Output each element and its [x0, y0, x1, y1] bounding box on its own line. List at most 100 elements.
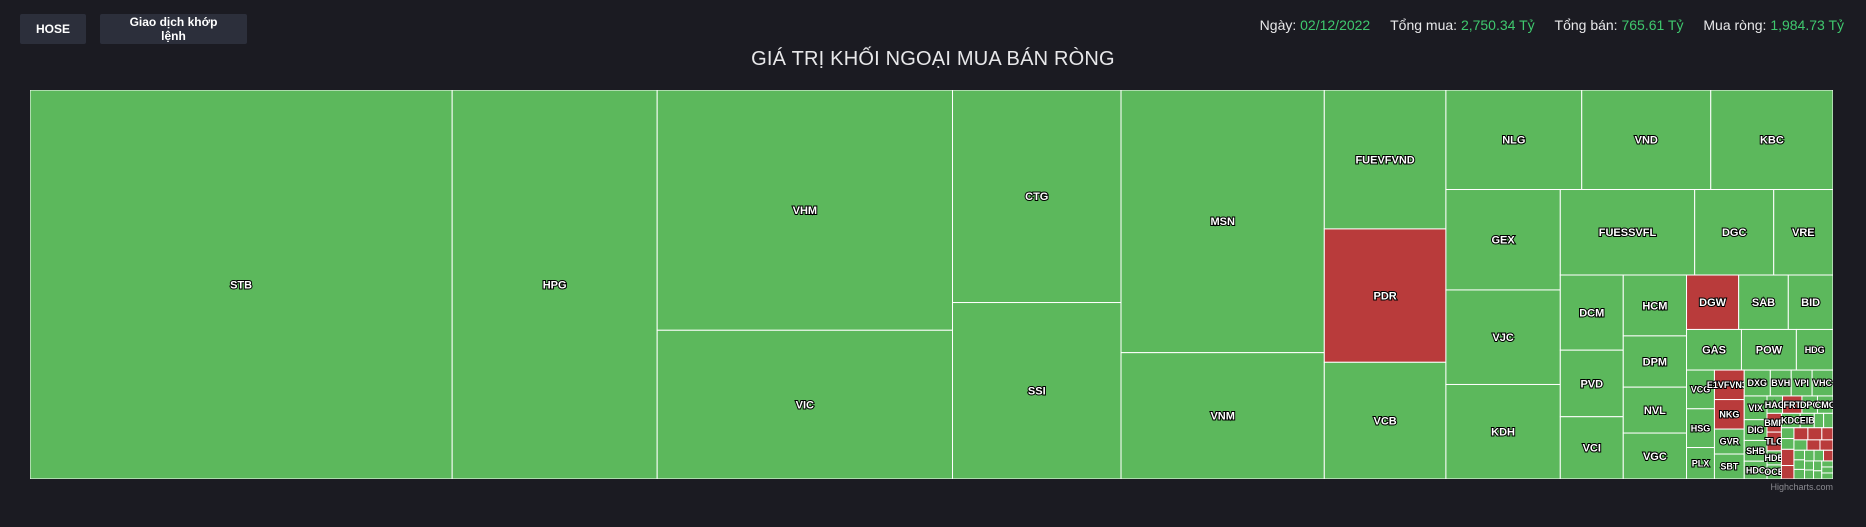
treemap-cell-dpg[interactable]: DPG [1799, 395, 1820, 414]
treemap-cell-c…[interactable] [1821, 472, 1833, 479]
treemap-cell-vhc[interactable]: VHC [1811, 369, 1833, 397]
treemap-rect[interactable] [656, 329, 954, 479]
treemap-rect[interactable] [1793, 439, 1808, 451]
treemap-cell-m…[interactable] [1813, 470, 1823, 479]
treemap-rect[interactable] [1323, 90, 1447, 230]
treemap-rect[interactable] [1773, 189, 1833, 276]
treemap-cell-vjc[interactable]: VJC [1445, 289, 1561, 385]
treemap-cell-idi[interactable] [1780, 448, 1795, 467]
treemap-cell-lcg[interactable] [1813, 460, 1823, 472]
treemap-cell-bid[interactable]: BID [1787, 274, 1833, 330]
treemap-cell-fuevfvnd[interactable]: FUEVFVND [1323, 90, 1447, 230]
treemap-rect[interactable] [1806, 439, 1821, 451]
treemap-cell-hsg[interactable]: HSG [1686, 408, 1715, 449]
treemap-cell-hpx[interactable] [1806, 439, 1821, 451]
treemap-rect[interactable] [1622, 274, 1688, 337]
treemap-cell-fts[interactable] [1793, 449, 1806, 461]
treemap-rect[interactable] [1821, 427, 1833, 441]
treemap-cell-cmx[interactable] [1804, 469, 1815, 479]
treemap-cell-bvh[interactable]: BVH [1769, 369, 1792, 397]
treemap-rect[interactable] [1559, 189, 1696, 276]
treemap-rect[interactable] [30, 90, 453, 479]
treemap-rect[interactable] [1713, 453, 1745, 479]
treemap-cell-cii[interactable] [1804, 449, 1815, 462]
treemap-cell-gex[interactable]: GEX [1445, 189, 1561, 291]
treemap-rect[interactable] [1780, 427, 1795, 440]
treemap-rect[interactable] [1821, 460, 1833, 468]
treemap-rect[interactable] [656, 90, 954, 331]
treemap-cell-ijc[interactable] [1823, 412, 1833, 429]
treemap-cell-vcb[interactable]: VCB [1323, 361, 1447, 479]
treemap-cell-e1vfvn30[interactable]: E1VFVN30 [1706, 369, 1753, 401]
treemap-cell-nvl[interactable]: NVL [1622, 386, 1688, 434]
treemap-rect[interactable] [1686, 408, 1715, 449]
treemap-cell-bcm[interactable] [1813, 449, 1825, 462]
treemap-cell-dxs[interactable] [1804, 460, 1815, 471]
treemap-rect[interactable] [1813, 412, 1825, 429]
treemap-cell-hqc[interactable] [1807, 427, 1823, 441]
treemap-cell-vpi[interactable]: VPI [1790, 369, 1813, 397]
treemap-cell-hdc[interactable]: HDC [1743, 460, 1768, 479]
treemap-cell-kdc[interactable]: KDC [1780, 412, 1802, 429]
treemap-cell-sbt[interactable]: SBT [1713, 453, 1745, 479]
treemap-cell-shb[interactable]: SHB [1743, 439, 1768, 462]
treemap-rect[interactable] [1813, 470, 1823, 479]
treemap-rect[interactable] [1821, 466, 1833, 474]
treemap-cell-bmi[interactable] [1813, 412, 1825, 429]
treemap-rect[interactable] [1807, 427, 1823, 441]
treemap-cell-tlg[interactable]: TLG [1764, 431, 1784, 452]
treemap-cell-eib[interactable]: EIB [1799, 412, 1816, 429]
treemap-cell-vci[interactable]: VCI [1559, 416, 1624, 479]
treemap-cell-nkg[interactable]: NKG [1713, 399, 1745, 430]
treemap-cell-frt[interactable]: FRT [1782, 395, 1802, 414]
treemap-rect[interactable] [1793, 427, 1809, 441]
treemap-rect[interactable] [1445, 90, 1583, 191]
chart-credits[interactable]: Highcharts.com [1770, 482, 1833, 492]
treemap-cell-vix[interactable]: VIX [1743, 395, 1768, 421]
treemap-cell-pow[interactable]: POW [1740, 328, 1797, 371]
treemap-cell-ctg[interactable]: CTG [952, 90, 1122, 304]
treemap-cell-sab[interactable]: SAB [1738, 274, 1789, 330]
treemap-rect[interactable] [1686, 447, 1715, 479]
treemap-cell-hag[interactable]: HAG [1764, 395, 1786, 414]
treemap-rect[interactable] [1120, 90, 1325, 354]
treemap-rect[interactable] [1559, 416, 1624, 479]
trade-mode-button[interactable]: Giao dịch khớp lệnh [100, 14, 247, 44]
treemap-cell-kdh[interactable]: KDH [1445, 383, 1561, 479]
treemap-cell-png[interactable] [1793, 439, 1808, 451]
treemap-rect[interactable] [952, 90, 1122, 304]
treemap-cell-vnd[interactable]: VND [1581, 90, 1712, 191]
treemap-rect[interactable] [1581, 90, 1712, 191]
treemap-cell-vcg[interactable]: VCG [1686, 369, 1715, 410]
treemap-cell-vre[interactable]: VRE [1773, 189, 1833, 276]
treemap-cell-pan[interactable] [1793, 468, 1806, 479]
treemap-rect[interactable] [1813, 460, 1823, 472]
treemap-cell-bcg[interactable] [1780, 465, 1795, 479]
treemap-rect[interactable] [952, 302, 1122, 479]
treemap-cell-dbc[interactable] [1821, 427, 1833, 441]
treemap-cell-plx[interactable]: PLX [1686, 447, 1715, 479]
treemap-rect[interactable] [1804, 460, 1815, 471]
treemap-rect[interactable] [1793, 468, 1806, 479]
treemap-cell-gvr[interactable]: GVR [1713, 428, 1745, 455]
treemap-rect[interactable] [1686, 328, 1742, 371]
treemap-rect[interactable] [1780, 448, 1795, 467]
treemap-cell-vgc[interactable]: VGC [1622, 432, 1688, 479]
treemap-rect[interactable] [1804, 469, 1815, 479]
treemap-cell-dgw[interactable]: DGW [1686, 274, 1740, 330]
treemap-rect[interactable] [1713, 369, 1745, 401]
treemap-rect[interactable] [1793, 459, 1806, 470]
treemap-cell-vnm[interactable]: VNM [1120, 352, 1325, 479]
treemap-rect[interactable] [1804, 449, 1815, 462]
treemap-cell-a…[interactable] [1821, 460, 1833, 468]
treemap-rect[interactable] [1323, 361, 1447, 479]
treemap-cell-t…[interactable] [1821, 466, 1833, 474]
treemap-cell-gmd[interactable] [1793, 427, 1809, 441]
treemap-rect[interactable] [1740, 328, 1797, 371]
treemap-rect[interactable] [1710, 90, 1833, 191]
treemap-rect[interactable] [1813, 449, 1825, 462]
treemap-cell-kbc[interactable]: KBC [1710, 90, 1833, 191]
treemap-cell-nlg[interactable]: NLG [1445, 90, 1583, 191]
treemap-rect[interactable] [1823, 449, 1833, 462]
treemap-cell-sgb[interactable] [1780, 427, 1795, 440]
